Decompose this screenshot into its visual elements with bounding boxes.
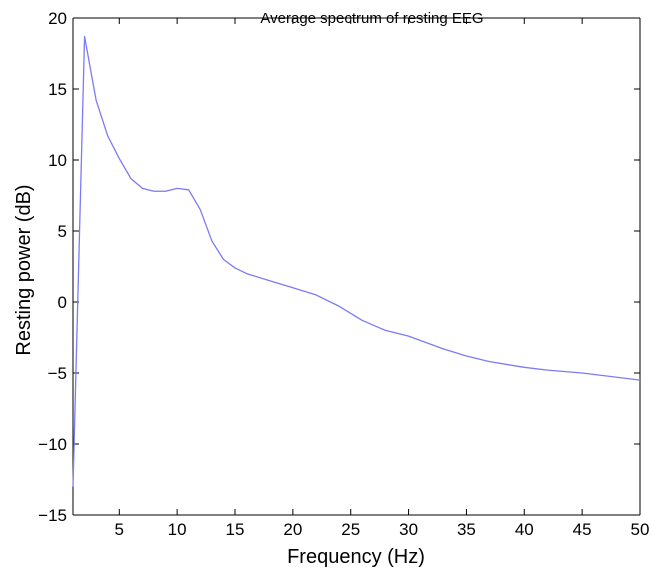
y-tick-label: 0 — [58, 293, 67, 312]
y-tick-label: 5 — [58, 222, 67, 241]
y-tick-label: 15 — [48, 80, 67, 99]
x-tick-label: 25 — [341, 520, 360, 539]
x-tick-label: 15 — [226, 520, 245, 539]
x-tick-label: 10 — [168, 520, 187, 539]
y-tick-label: −5 — [48, 364, 67, 383]
x-tick-label: 50 — [631, 520, 650, 539]
axes-frame — [72, 17, 641, 516]
x-tick-label: 30 — [399, 520, 418, 539]
x-tick-label: 35 — [457, 520, 476, 539]
y-axis-ticks: −15 −10 −5 0 5 10 15 20 — [38, 9, 640, 525]
series-line — [72, 35, 641, 487]
x-axis-ticks: 5 10 15 20 25 30 35 40 45 50 — [115, 18, 650, 539]
x-tick-label: 45 — [573, 520, 592, 539]
chart-title: Average spectrum of resting EEG — [260, 10, 483, 27]
x-tick-label: 20 — [283, 520, 302, 539]
x-axis-label: Frequency (Hz) — [287, 546, 425, 568]
x-tick-label: 5 — [115, 520, 124, 539]
y-axis-label: Resting power (dB) — [13, 184, 35, 355]
plot-area — [73, 18, 640, 515]
y-tick-label: 10 — [48, 151, 67, 170]
y-tick-label: −15 — [38, 506, 67, 525]
x-tick-label: 40 — [515, 520, 534, 539]
y-tick-label: 20 — [48, 9, 67, 28]
y-tick-label: −10 — [38, 435, 67, 454]
